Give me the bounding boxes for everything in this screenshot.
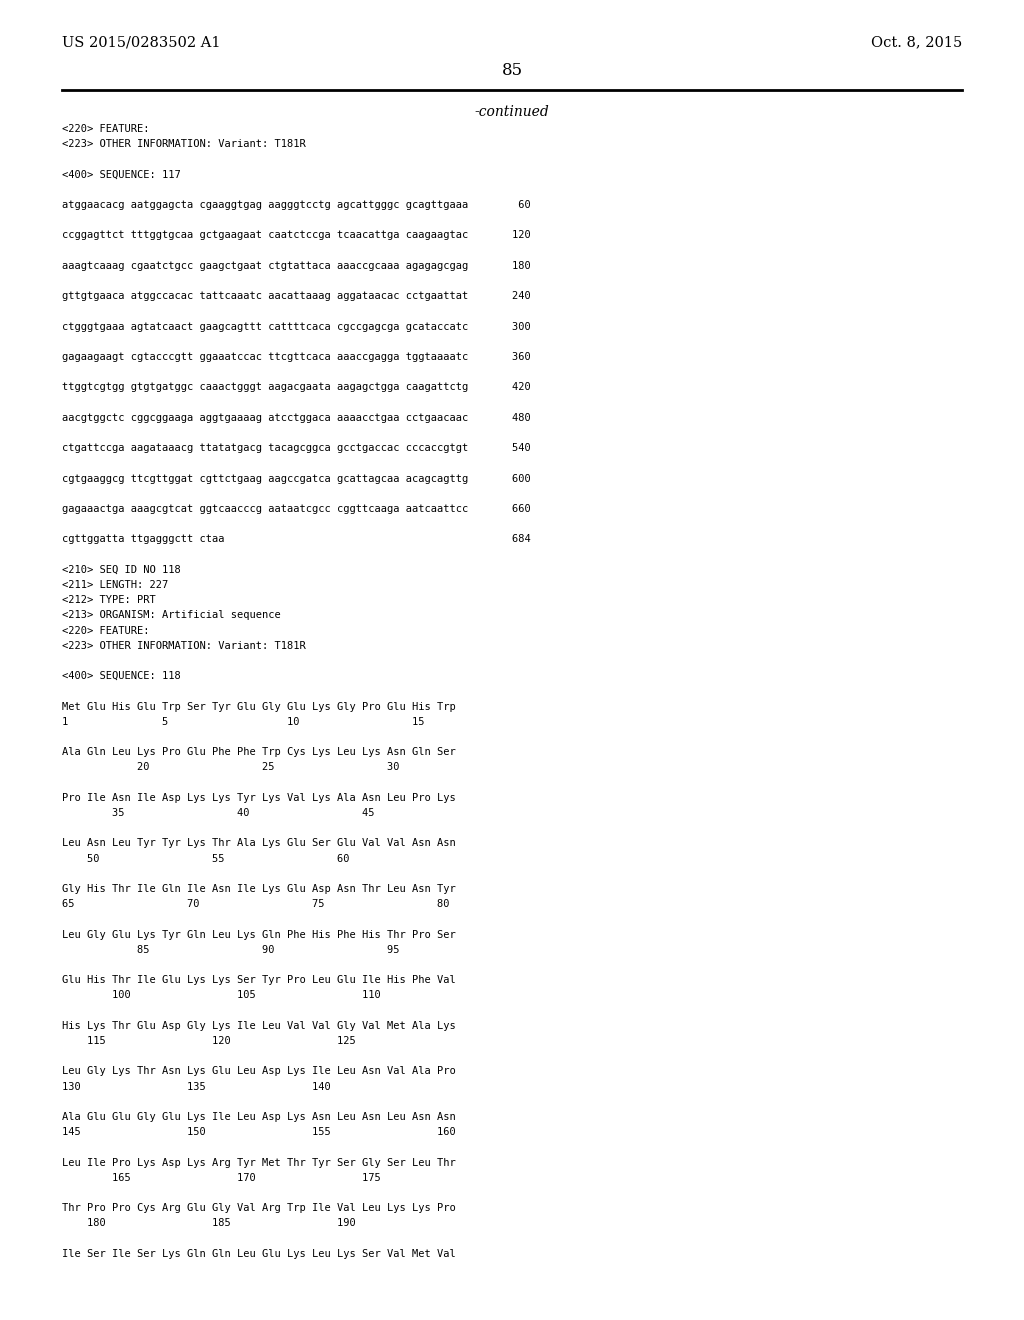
Text: Thr Pro Pro Cys Arg Glu Gly Val Arg Trp Ile Val Leu Lys Lys Pro: Thr Pro Pro Cys Arg Glu Gly Val Arg Trp …: [62, 1204, 456, 1213]
Text: 35                  40                  45: 35 40 45: [62, 808, 375, 818]
Text: 100                 105                 110: 100 105 110: [62, 990, 381, 1001]
Text: Ile Ser Ile Ser Lys Gln Gln Leu Glu Lys Leu Lys Ser Val Met Val: Ile Ser Ile Ser Lys Gln Gln Leu Glu Lys …: [62, 1249, 456, 1259]
Text: <212> TYPE: PRT: <212> TYPE: PRT: [62, 595, 156, 605]
Text: ttggtcgtgg gtgtgatggc caaactgggt aagacgaata aagagctgga caagattctg       420: ttggtcgtgg gtgtgatggc caaactgggt aagacga…: [62, 383, 530, 392]
Text: -continued: -continued: [475, 106, 549, 119]
Text: ctgattccga aagataaacg ttatatgacg tacagcggca gcctgaccac cccaccgtgt       540: ctgattccga aagataaacg ttatatgacg tacagcg…: [62, 444, 530, 453]
Text: 50                  55                  60: 50 55 60: [62, 854, 349, 863]
Text: <223> OTHER INFORMATION: Variant: T181R: <223> OTHER INFORMATION: Variant: T181R: [62, 139, 306, 149]
Text: Pro Ile Asn Ile Asp Lys Lys Tyr Lys Val Lys Ala Asn Leu Pro Lys: Pro Ile Asn Ile Asp Lys Lys Tyr Lys Val …: [62, 793, 456, 803]
Text: <213> ORGANISM: Artificial sequence: <213> ORGANISM: Artificial sequence: [62, 610, 281, 620]
Text: Oct. 8, 2015: Oct. 8, 2015: [870, 36, 962, 49]
Text: Leu Gly Glu Lys Tyr Gln Leu Lys Gln Phe His Phe His Thr Pro Ser: Leu Gly Glu Lys Tyr Gln Leu Lys Gln Phe …: [62, 929, 456, 940]
Text: US 2015/0283502 A1: US 2015/0283502 A1: [62, 36, 220, 49]
Text: <223> OTHER INFORMATION: Variant: T181R: <223> OTHER INFORMATION: Variant: T181R: [62, 640, 306, 651]
Text: <220> FEATURE:: <220> FEATURE:: [62, 626, 150, 636]
Text: 145                 150                 155                 160: 145 150 155 160: [62, 1127, 456, 1138]
Text: 180                 185                 190: 180 185 190: [62, 1218, 355, 1229]
Text: Ala Glu Glu Gly Glu Lys Ile Leu Asp Lys Asn Leu Asn Leu Asn Asn: Ala Glu Glu Gly Glu Lys Ile Leu Asp Lys …: [62, 1111, 456, 1122]
Text: aaagtcaaag cgaatctgcc gaagctgaat ctgtattaca aaaccgcaaa agagagcgag       180: aaagtcaaag cgaatctgcc gaagctgaat ctgtatt…: [62, 261, 530, 271]
Text: cgtgaaggcg ttcgttggat cgttctgaag aagccgatca gcattagcaa acagcagttg       600: cgtgaaggcg ttcgttggat cgttctgaag aagccga…: [62, 474, 530, 483]
Text: <210> SEQ ID NO 118: <210> SEQ ID NO 118: [62, 565, 181, 574]
Text: cgttggatta ttgagggctt ctaa                                              684: cgttggatta ttgagggctt ctaa 684: [62, 535, 530, 544]
Text: Gly His Thr Ile Gln Ile Asn Ile Lys Glu Asp Asn Thr Leu Asn Tyr: Gly His Thr Ile Gln Ile Asn Ile Lys Glu …: [62, 884, 456, 894]
Text: 130                 135                 140: 130 135 140: [62, 1081, 331, 1092]
Text: <211> LENGTH: 227: <211> LENGTH: 227: [62, 579, 168, 590]
Text: ccggagttct tttggtgcaa gctgaagaat caatctccga tcaacattga caagaagtac       120: ccggagttct tttggtgcaa gctgaagaat caatctc…: [62, 231, 530, 240]
Text: Met Glu His Glu Trp Ser Tyr Glu Gly Glu Lys Gly Pro Glu His Trp: Met Glu His Glu Trp Ser Tyr Glu Gly Glu …: [62, 702, 456, 711]
Text: atggaacacg aatggagcta cgaaggtgag aagggtcctg agcattgggc gcagttgaaa        60: atggaacacg aatggagcta cgaaggtgag aagggtc…: [62, 201, 530, 210]
Text: ctgggtgaaa agtatcaact gaagcagttt cattttcaca cgccgagcga gcataccatc       300: ctgggtgaaa agtatcaact gaagcagttt cattttc…: [62, 322, 530, 331]
Text: Leu Gly Lys Thr Asn Lys Glu Leu Asp Lys Ile Leu Asn Val Ala Pro: Leu Gly Lys Thr Asn Lys Glu Leu Asp Lys …: [62, 1067, 456, 1076]
Text: 20                  25                  30: 20 25 30: [62, 763, 399, 772]
Text: Ala Gln Leu Lys Pro Glu Phe Phe Trp Cys Lys Leu Lys Asn Gln Ser: Ala Gln Leu Lys Pro Glu Phe Phe Trp Cys …: [62, 747, 456, 758]
Text: 115                 120                 125: 115 120 125: [62, 1036, 355, 1045]
Text: <400> SEQUENCE: 117: <400> SEQUENCE: 117: [62, 169, 181, 180]
Text: 85                  90                  95: 85 90 95: [62, 945, 399, 954]
Text: 85: 85: [502, 62, 522, 79]
Text: gagaaactga aaagcgtcat ggtcaacccg aataatcgcc cggttcaaga aatcaattcc       660: gagaaactga aaagcgtcat ggtcaacccg aataatc…: [62, 504, 530, 513]
Text: 65                  70                  75                  80: 65 70 75 80: [62, 899, 450, 909]
Text: 165                 170                 175: 165 170 175: [62, 1172, 381, 1183]
Text: gttgtgaaca atggccacac tattcaaatc aacattaaag aggataacac cctgaattat       240: gttgtgaaca atggccacac tattcaaatc aacatta…: [62, 292, 530, 301]
Text: His Lys Thr Glu Asp Gly Lys Ile Leu Val Val Gly Val Met Ala Lys: His Lys Thr Glu Asp Gly Lys Ile Leu Val …: [62, 1020, 456, 1031]
Text: Leu Asn Leu Tyr Tyr Lys Thr Ala Lys Glu Ser Glu Val Val Asn Asn: Leu Asn Leu Tyr Tyr Lys Thr Ala Lys Glu …: [62, 838, 456, 849]
Text: Glu His Thr Ile Glu Lys Lys Ser Tyr Pro Leu Glu Ile His Phe Val: Glu His Thr Ile Glu Lys Lys Ser Tyr Pro …: [62, 975, 456, 985]
Text: <400> SEQUENCE: 118: <400> SEQUENCE: 118: [62, 671, 181, 681]
Text: aacgtggctc cggcggaaga aggtgaaaag atcctggaca aaaacctgaa cctgaacaac       480: aacgtggctc cggcggaaga aggtgaaaag atcctgg…: [62, 413, 530, 422]
Text: 1               5                   10                  15: 1 5 10 15: [62, 717, 425, 727]
Text: gagaagaagt cgtacccgtt ggaaatccac ttcgttcaca aaaccgagga tggtaaaatc       360: gagaagaagt cgtacccgtt ggaaatccac ttcgttc…: [62, 352, 530, 362]
Text: Leu Ile Pro Lys Asp Lys Arg Tyr Met Thr Tyr Ser Gly Ser Leu Thr: Leu Ile Pro Lys Asp Lys Arg Tyr Met Thr …: [62, 1158, 456, 1168]
Text: <220> FEATURE:: <220> FEATURE:: [62, 124, 150, 135]
